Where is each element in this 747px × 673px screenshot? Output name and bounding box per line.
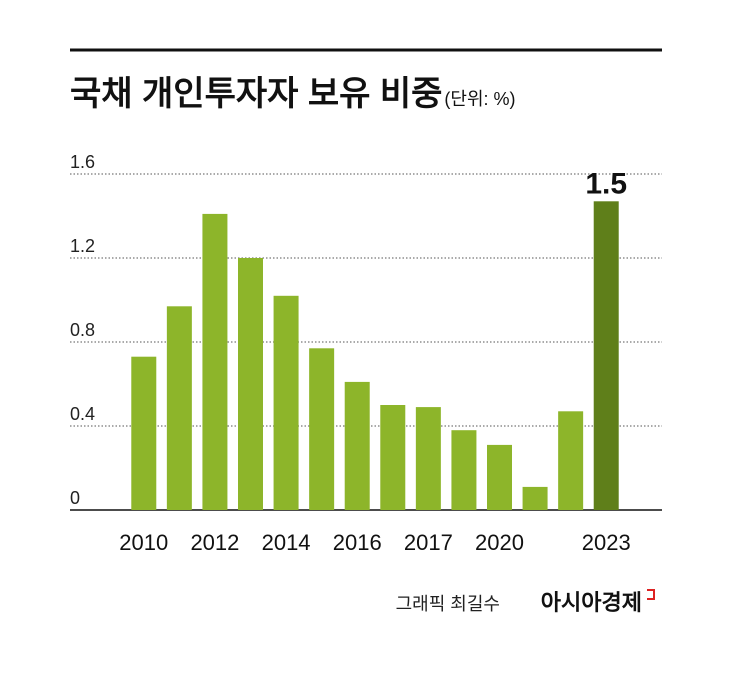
brand-icon xyxy=(647,589,655,600)
x-tick-label: 2020 xyxy=(475,530,524,555)
bar xyxy=(451,430,477,510)
y-tick-label: 1.2 xyxy=(70,236,95,256)
y-tick-label: 1.6 xyxy=(70,152,95,172)
x-tick-label: 2012 xyxy=(190,530,239,555)
bar xyxy=(522,486,548,510)
bar xyxy=(273,295,299,510)
bar xyxy=(238,258,263,510)
bar xyxy=(309,348,335,510)
x-tick-label: 2016 xyxy=(333,530,382,555)
y-tick-label: 0 xyxy=(70,488,80,508)
value-label: 1.5 xyxy=(585,167,627,200)
y-tick-label: 0.8 xyxy=(70,320,95,340)
x-tick-label: 2014 xyxy=(262,530,311,555)
bar xyxy=(202,213,228,510)
bar xyxy=(415,407,441,510)
x-tick-label: 2010 xyxy=(119,530,168,555)
chart-title: 국채 개인투자자 보유 비중 xyxy=(70,75,442,113)
brand: 아시아경제 xyxy=(541,590,642,615)
credit: 그래픽 최길수 xyxy=(396,594,500,614)
bar xyxy=(131,356,157,510)
chart-subtitle: (단위: %) xyxy=(444,89,515,109)
y-tick-label: 0.4 xyxy=(70,404,95,424)
x-tick-label: 2023 xyxy=(582,530,631,555)
bar xyxy=(558,411,584,510)
bar xyxy=(166,306,192,510)
bar xyxy=(380,405,406,510)
bar xyxy=(344,381,370,510)
x-tick-label: 2017 xyxy=(404,530,453,555)
bar xyxy=(593,201,619,511)
bar xyxy=(487,444,512,510)
